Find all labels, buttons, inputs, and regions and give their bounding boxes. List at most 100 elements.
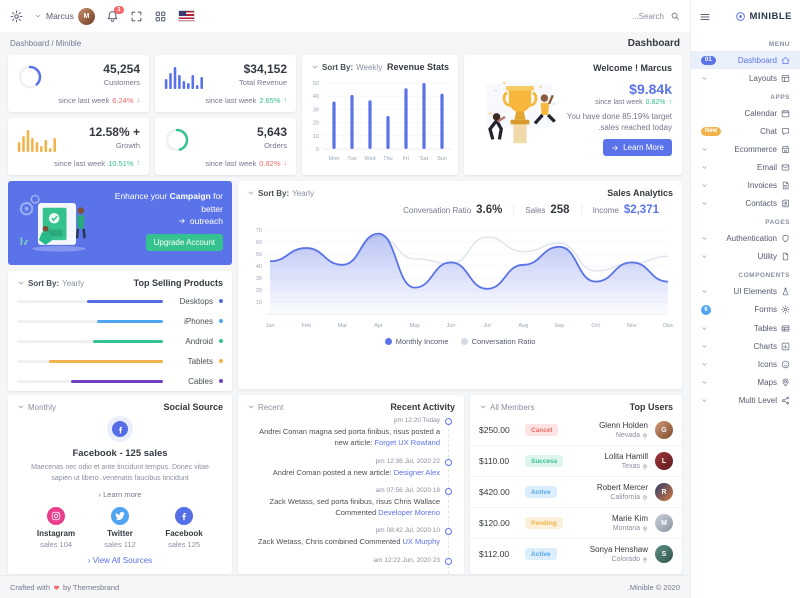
product-row-desktops[interactable]: Desktops [8, 291, 232, 311]
chevron-down-icon [247, 189, 255, 197]
chevron-down-icon [311, 63, 319, 71]
product-row-iphones[interactable]: iPhones [8, 311, 232, 331]
location-pin-icon [642, 557, 648, 563]
activity-link[interactable]: UX Murphy [402, 537, 440, 547]
legend-monthly-income[interactable]: Monthly Income [384, 337, 449, 346]
sidebar-item-label: Utility [757, 251, 777, 261]
activity-timeline: pm 12:20 Today Andrei Coman magna sed por… [238, 415, 464, 574]
sidebar-item-label: Invoices [747, 180, 777, 190]
product-row-cables[interactable]: Cables [8, 371, 232, 391]
social-network-twitter[interactable]: Twitter sales 112 [92, 506, 148, 549]
sidebar-item-invoices[interactable]: Invoices [691, 176, 800, 194]
legend-conversation-ratio[interactable]: Conversation Ratio [460, 337, 535, 346]
apps-grid-button[interactable] [154, 10, 167, 23]
menu-toggle-button[interactable] [699, 10, 711, 22]
timeline-dot-icon [445, 557, 452, 565]
user-row-marie-kim[interactable]: $120.00 Pending Marie Kim Montana M [470, 508, 682, 539]
sidebar-item-ecommerce[interactable]: Ecommerce [691, 140, 800, 158]
sidebar-item-ui-elements[interactable]: UI Elements [691, 282, 800, 300]
product-row-android[interactable]: Android [8, 331, 232, 351]
sidebar-item-tables[interactable]: Tables [691, 319, 800, 337]
chevron-down-icon [701, 397, 708, 404]
avatar: S [655, 545, 673, 563]
avatar: M [655, 514, 673, 532]
user-location: Texas [563, 463, 648, 470]
products-sort-dropdown[interactable]: Sort By: Yearly [17, 279, 84, 288]
breadcrumb[interactable]: Dashboard / Minible [10, 38, 82, 48]
sidebar-item-email[interactable]: Email [691, 158, 800, 176]
revenue-sort-dropdown[interactable]: Sort By: Weekly [311, 63, 382, 72]
sidebar-item-maps[interactable]: Maps [691, 373, 800, 391]
activity-link[interactable]: Designer Alex [393, 467, 440, 477]
product-bar-track [17, 339, 163, 343]
settings-gear-icon[interactable] [10, 10, 23, 23]
product-row-tablets[interactable]: Tablets [8, 351, 232, 371]
top-selling-products-card: Sort By: Yearly Top Selling Products Des… [8, 271, 232, 391]
sidebar-item-chat[interactable]: New Chat [691, 122, 800, 140]
activity-item[interactable]: am 07:56 Jul, 2020 18 Zack Wetass, sed po… [238, 487, 464, 528]
timeline-dot-icon [445, 528, 452, 536]
user-row-glenn-holden[interactable]: $250.00 Cancel Glenn Holden Nevada G [470, 415, 682, 446]
sidebar-item-layouts[interactable]: Layouts [691, 69, 800, 87]
activity-link[interactable]: Developer Moreno [378, 508, 440, 517]
activity-sort-dropdown[interactable]: Recent [247, 403, 283, 412]
sidebar-item-calendar[interactable]: Calendar [691, 104, 800, 122]
activity-time: pm 08:42 Jul, 2020 10 [375, 527, 440, 535]
activity-item[interactable]: pm 12:20 Today Andrei Coman magna sed por… [238, 417, 464, 458]
activity-link[interactable]: Forget UX Rowland [374, 438, 440, 448]
social-learn-more-link[interactable]: › Learn more [98, 489, 142, 499]
sales-analytics-card: Sort By: Yearly Sales Analytics Conversa… [238, 181, 682, 389]
sidebar-item-authentication[interactable]: Authentication [691, 229, 800, 247]
svg-text:20: 20 [313, 121, 319, 127]
social-sort-dropdown[interactable]: Monthly [17, 403, 56, 412]
arrow-right-icon [611, 144, 619, 152]
sidebar-item-label: Dashboard [737, 55, 777, 65]
sidebar-item-label: Email [756, 162, 777, 172]
social-network-facebook[interactable]: Facebook sales 125 [156, 506, 212, 549]
notifications-button[interactable]: 3 [106, 5, 124, 23]
fullscreen-button[interactable] [130, 10, 143, 23]
activity-item[interactable]: pm 08:42 Jul, 2020 10 Zack Wetass, Chris … [238, 527, 464, 556]
sales-sort-dropdown[interactable]: Sort By: Yearly [247, 189, 314, 198]
language-flag-us[interactable] [177, 10, 195, 22]
upgrade-account-button[interactable]: Upgrade Account [145, 233, 223, 251]
facebook-icon [116, 425, 125, 434]
user-row-robert-mercer[interactable]: $420.00 Active Robert Mercer California R [470, 477, 682, 508]
sidebar-item-dashboard[interactable]: 01 Dashboard [691, 51, 800, 69]
footer-credit-pre: Crafted with [10, 582, 51, 592]
brand-logo[interactable]: MINIBLE [735, 11, 792, 22]
product-label: Cables [188, 376, 213, 386]
sidebar-item-forms[interactable]: 6 Forms [691, 300, 800, 319]
learn-more-button[interactable]: Learn More [603, 139, 672, 157]
metric-label: Conversation Ratio [403, 206, 472, 215]
social-network-instagram[interactable]: Instagram sales 104 [28, 506, 84, 549]
notification-badge: 3 [113, 5, 124, 14]
user-location: Montana [563, 525, 648, 532]
sidebar-item-charts[interactable]: Charts [691, 337, 800, 355]
sidebar-item-multi-level[interactable]: Multi Level [691, 391, 800, 409]
search-input[interactable] [598, 10, 666, 22]
stat-value: 45,254 [103, 62, 140, 76]
svg-text:Apr: Apr [374, 323, 383, 329]
sidebar-item-utility[interactable]: Utility [691, 247, 800, 265]
mail-icon [781, 163, 790, 172]
sidebar-item-icons[interactable]: Icons [691, 355, 800, 373]
sort-value: Monthly [28, 402, 57, 412]
product-dot-icon [219, 379, 223, 383]
activity-item[interactable]: am 12:22 Jun, 2020 23 [238, 557, 464, 575]
user-row-sonya-henshaw[interactable]: $112.00 Active Sonya Henshaw Colorado S [470, 539, 682, 569]
welcome-message-line2: .sales reached today [598, 123, 672, 133]
beaker-icon [781, 287, 790, 296]
stat-value: $34,152 [243, 62, 287, 76]
view-all-sources-link[interactable]: › View All Sources [87, 555, 153, 565]
user-menu[interactable]: Marcus M [34, 7, 95, 25]
smile-icon [781, 360, 790, 369]
stat-delta: 10.51% [108, 159, 134, 168]
svg-text:Wed: Wed [364, 156, 375, 162]
activity-item[interactable]: pm 12:36 Jul, 2020 22 Andrei Coman posted… [238, 458, 464, 487]
sidebar-item-contacts[interactable]: Contacts [691, 194, 800, 212]
search-icon[interactable] [670, 11, 680, 21]
social-network-name: Instagram [36, 528, 76, 538]
user-row-lolita-hamill[interactable]: $110.00 Success Lolita Hamill Texas L [470, 446, 682, 477]
members-filter-dropdown[interactable]: All Members [479, 403, 534, 412]
